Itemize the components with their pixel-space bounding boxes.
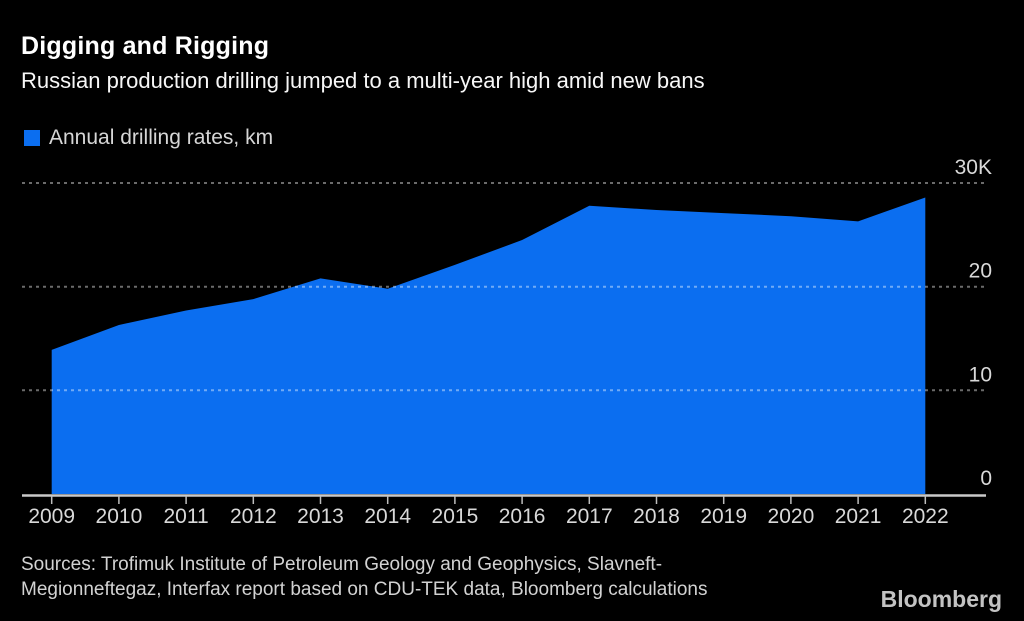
x-axis-label: 2019 xyxy=(700,505,747,528)
x-axis-label: 2014 xyxy=(364,505,411,528)
x-axis-label: 2010 xyxy=(96,505,143,528)
x-axis-label: 2016 xyxy=(499,505,546,528)
area-series xyxy=(51,197,926,494)
x-axis-label: 2021 xyxy=(835,505,882,528)
chart-title: Digging and Rigging xyxy=(21,32,270,60)
bloomberg-logo: Bloomberg xyxy=(880,586,1002,612)
sources-line-2: Megionneftegaz, Interfax report based on… xyxy=(21,579,708,600)
x-axis-label: 2018 xyxy=(633,505,680,528)
sources-line-1: Sources: Trofimuk Institute of Petroleum… xyxy=(21,554,663,575)
legend-swatch-icon xyxy=(24,130,40,146)
y-axis-label: 0 xyxy=(980,467,992,490)
legend: Annual drilling rates, km xyxy=(24,126,273,150)
x-axis-label: 2022 xyxy=(902,505,949,528)
x-axis-label: 2011 xyxy=(164,505,209,528)
y-axis-label: 30K xyxy=(955,156,992,179)
x-axis-label: 2017 xyxy=(566,505,613,528)
y-axis-label: 10 xyxy=(969,363,992,386)
legend-label: Annual drilling rates, km xyxy=(49,126,274,149)
x-axis-label: 2013 xyxy=(297,505,344,528)
x-axis-label: 2012 xyxy=(230,505,277,528)
x-axis-label: 2009 xyxy=(28,505,75,528)
y-axis-label: 20 xyxy=(969,260,992,283)
x-axis-label: 2015 xyxy=(432,505,479,528)
chart-subtitle: Russian production drilling jumped to a … xyxy=(21,68,705,93)
sources-note: Sources: Trofimuk Institute of Petroleum… xyxy=(21,552,707,602)
x-axis-label: 2020 xyxy=(768,505,815,528)
